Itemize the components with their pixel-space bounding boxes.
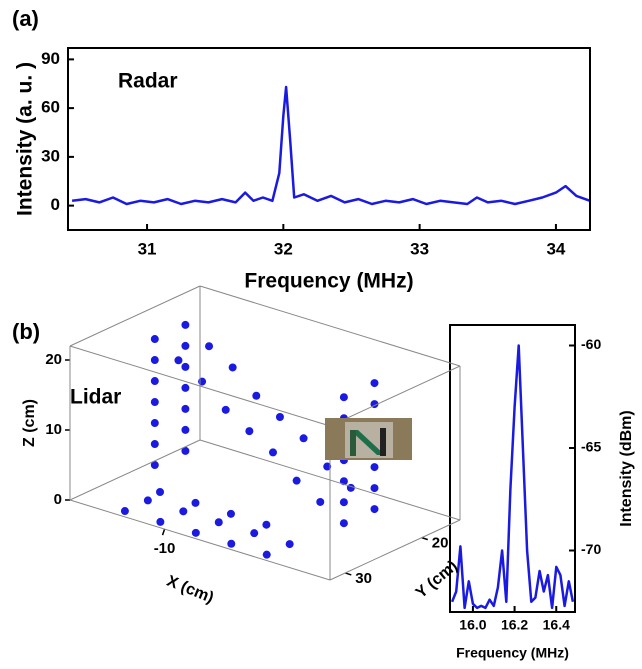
x-tick-label: 33: [410, 239, 429, 258]
y-axis-label: Intensity (a. u. ): [14, 62, 37, 216]
annotation: Lidar: [70, 386, 121, 409]
photo-letter: [350, 430, 356, 456]
point: [228, 363, 237, 372]
point: [150, 398, 159, 407]
point: [346, 483, 355, 492]
x-tick-label: -10: [154, 540, 176, 557]
box-edge: [199, 285, 461, 367]
point: [227, 539, 236, 548]
box-edge: [69, 499, 331, 581]
point: [316, 497, 325, 506]
x-tick-label: 16.0: [459, 617, 486, 633]
point: [268, 448, 277, 457]
point: [150, 356, 159, 365]
box-edge: [329, 365, 461, 427]
x-axis-label: X (cm): [164, 573, 216, 607]
x-tick-label: 31: [138, 239, 157, 258]
photo-letter: [350, 430, 385, 455]
point: [275, 413, 284, 422]
point: [370, 463, 379, 472]
x-tick-label: 16.2: [501, 617, 528, 633]
point: [292, 476, 301, 485]
point: [285, 540, 294, 549]
point: [181, 446, 190, 455]
point: [198, 377, 207, 386]
point: [370, 505, 379, 514]
inset-photo: [325, 418, 412, 460]
point: [179, 507, 188, 516]
point: [120, 507, 129, 516]
point: [339, 393, 348, 402]
point: [191, 528, 200, 537]
photo-letter: [380, 428, 386, 456]
z-tick-label: 10: [45, 421, 62, 438]
point: [181, 362, 190, 371]
point: [221, 405, 230, 414]
point: [205, 342, 214, 351]
y-tick-label: 60: [41, 98, 60, 117]
point: [181, 341, 190, 350]
x-tick-label: 32: [274, 239, 293, 258]
point: [191, 498, 200, 507]
point: [262, 520, 271, 529]
point: [323, 462, 332, 471]
box-edge: [329, 519, 461, 581]
x-axis-label: Frequency (MHz): [244, 270, 413, 293]
point: [370, 484, 379, 493]
point: [143, 496, 152, 505]
point: [156, 487, 165, 496]
box-edge: [69, 285, 201, 347]
x-tick-label: 16.4: [543, 617, 570, 633]
point: [150, 440, 159, 449]
y-tick-label: 90: [41, 49, 60, 68]
y-tick: [421, 536, 429, 541]
box-edge: [69, 439, 201, 501]
panel-label: (b): [12, 319, 40, 344]
point: [262, 550, 271, 559]
point: [252, 391, 261, 400]
y-axis-label: Intensity (dBm): [618, 410, 635, 526]
y-tick-label: 30: [355, 570, 372, 587]
point: [250, 529, 259, 538]
x-axis-label: Frequency (MHz): [456, 645, 569, 661]
point: [299, 434, 308, 443]
point: [226, 509, 235, 518]
x-tick: [161, 528, 166, 536]
point: [150, 335, 159, 344]
plot-frame: [449, 324, 576, 613]
plot-frame: [67, 47, 591, 231]
y-tick-label: 30: [41, 146, 60, 165]
point: [181, 320, 190, 329]
point: [181, 383, 190, 392]
annotation: Radar: [118, 70, 178, 93]
point: [181, 425, 190, 434]
point: [370, 379, 379, 388]
y-tick: [345, 572, 352, 576]
y-tick-label: -65: [581, 439, 601, 455]
z-tick-label: 20: [45, 351, 62, 368]
y-tick-label: -70: [581, 541, 601, 557]
y-tick-label: 0: [51, 195, 60, 214]
z-tick-label: 0: [54, 491, 62, 508]
y-tick-label: 20: [432, 535, 449, 552]
data-line: [450, 344, 575, 610]
z-axis-label: Z (cm): [21, 399, 38, 447]
data-line: [71, 85, 591, 206]
point: [339, 519, 348, 528]
point: [150, 377, 159, 386]
point: [156, 517, 165, 526]
point: [339, 498, 348, 507]
panel-label: (a): [12, 6, 39, 31]
point: [214, 518, 223, 527]
box-edge: [199, 439, 461, 521]
point: [174, 356, 183, 365]
point: [181, 404, 190, 413]
point: [150, 419, 159, 428]
point: [245, 427, 254, 436]
y-tick-label: -60: [581, 336, 601, 352]
x-tick-label: 34: [546, 239, 565, 258]
point: [150, 461, 159, 470]
